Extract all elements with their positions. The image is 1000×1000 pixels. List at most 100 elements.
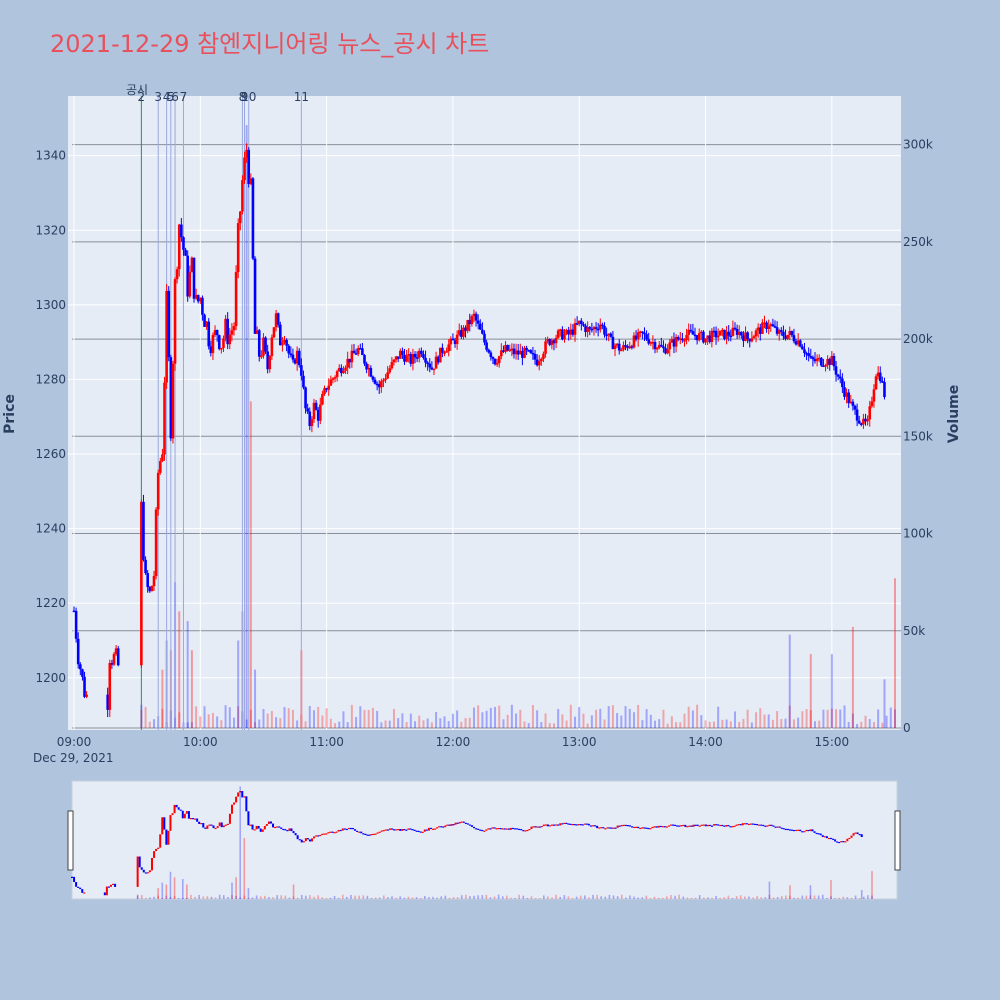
- mini-candle: [639, 827, 642, 830]
- candle-body: [761, 322, 764, 334]
- range-slider-left-handle[interactable]: [67, 810, 74, 871]
- candle-body: [222, 338, 225, 348]
- mini-volume-bar: [239, 897, 242, 899]
- volume-bar: [401, 713, 404, 728]
- mini-candle: [628, 825, 631, 827]
- mini-volume-bar: [563, 895, 566, 899]
- mini-candle: [764, 825, 767, 827]
- mini-candle: [829, 837, 832, 840]
- price-tick-label: 1220: [35, 596, 66, 610]
- volume-bar: [329, 718, 332, 728]
- mini-candle: [177, 807, 180, 810]
- candle-body: [502, 350, 505, 352]
- mini-volume-bar: [493, 896, 496, 899]
- mini-volume-bar: [567, 896, 570, 899]
- candle-body: [493, 358, 497, 365]
- candle-body: [327, 385, 331, 390]
- volume-bar: [687, 706, 690, 728]
- mini-candle: [772, 825, 775, 827]
- mini-candle: [198, 821, 201, 824]
- candle-body: [293, 359, 297, 364]
- mini-volume-bar: [776, 897, 779, 899]
- candle-body: [403, 354, 406, 362]
- candle-body: [881, 381, 884, 383]
- volume-bar: [392, 709, 395, 728]
- volume-bar: [894, 709, 896, 728]
- mini-volume-bar: [772, 897, 775, 899]
- volume-bar: [418, 715, 421, 728]
- mini-candle: [649, 828, 652, 830]
- mini-candle: [622, 824, 625, 827]
- candle-body: [689, 329, 693, 332]
- mini-volume-bar: [190, 894, 192, 899]
- candle-body: [664, 348, 667, 354]
- mini-candle: [676, 825, 679, 827]
- mini-candle: [532, 826, 535, 828]
- mini-candle: [592, 825, 595, 827]
- mini-candle: [446, 824, 449, 826]
- mini-candle: [737, 824, 740, 826]
- mini-candle: [553, 824, 556, 826]
- range-slider-right-handle[interactable]: [894, 810, 901, 871]
- mini-candle: [735, 824, 738, 826]
- volume-bar: [750, 722, 753, 728]
- candle-body: [758, 327, 762, 334]
- mini-candle: [503, 828, 506, 830]
- mini-volume-bar: [181, 897, 184, 899]
- mini-volume-bar: [780, 895, 783, 899]
- candle-body: [883, 382, 886, 398]
- mini-volume-bar: [678, 894, 680, 899]
- mini-candle: [304, 838, 307, 842]
- mini-volume-bar: [620, 894, 623, 899]
- mini-volume-bar: [858, 898, 861, 899]
- mini-candle: [364, 833, 367, 836]
- mini-candle: [436, 827, 439, 829]
- candle-body: [394, 356, 398, 360]
- mini-candle: [788, 829, 791, 831]
- time-tick-label: 11:00: [309, 735, 344, 749]
- mini-candle: [417, 830, 420, 833]
- volume-bar: [809, 710, 812, 728]
- mini-candle: [479, 829, 482, 831]
- mini-volume-bar: [522, 895, 525, 899]
- volume-bar: [729, 721, 732, 728]
- candle-body: [523, 347, 526, 358]
- mini-volume-bar: [354, 895, 356, 899]
- event-label: 9: [241, 90, 249, 104]
- mini-candle: [352, 827, 355, 830]
- mini-volume-bar: [288, 897, 291, 899]
- candle-body: [624, 345, 627, 347]
- mini-candle: [821, 835, 824, 837]
- candle-body: [398, 350, 402, 359]
- candle-body: [363, 355, 366, 364]
- candle-body: [714, 330, 718, 338]
- candle-body: [628, 346, 632, 349]
- mini-candle: [434, 828, 437, 830]
- volume-bar: [805, 709, 808, 728]
- volume-tick-label: 100k: [903, 527, 933, 541]
- mini-candle: [269, 821, 272, 824]
- mini-candle: [637, 826, 640, 829]
- volume-bar: [738, 722, 741, 728]
- mini-volume-spike: [161, 882, 164, 899]
- mini-candle: [185, 811, 188, 814]
- candle-body: [710, 330, 714, 342]
- mini-volume-bar: [452, 897, 455, 899]
- volume-bar: [254, 722, 257, 728]
- candle-body: [687, 329, 690, 335]
- volume-bar: [814, 721, 817, 728]
- candle-body: [401, 350, 404, 355]
- candle-body: [114, 648, 118, 655]
- candle-body: [171, 363, 175, 439]
- mini-candle: [296, 835, 299, 840]
- candle-body: [209, 346, 213, 354]
- volume-bar: [152, 719, 155, 728]
- volume-bar: [321, 715, 324, 728]
- mini-candle: [477, 828, 480, 830]
- mini-volume-bar: [272, 897, 274, 899]
- candle-body: [304, 387, 307, 409]
- mini-candle: [811, 829, 814, 832]
- mini-candle: [674, 824, 677, 826]
- candle-body: [836, 374, 840, 377]
- range-slider[interactable]: [71, 780, 898, 900]
